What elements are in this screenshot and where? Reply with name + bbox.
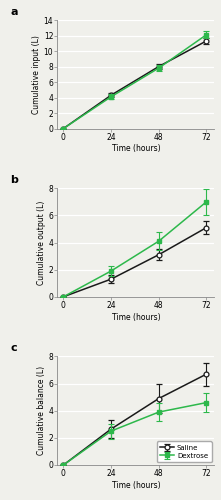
X-axis label: Time (hours): Time (hours) xyxy=(112,144,160,154)
Y-axis label: Cumulative balance (L): Cumulative balance (L) xyxy=(37,366,46,456)
Y-axis label: Cumulative input (L): Cumulative input (L) xyxy=(32,35,41,114)
X-axis label: Time (hours): Time (hours) xyxy=(112,312,160,322)
Text: c: c xyxy=(10,343,17,353)
Y-axis label: Cumulative output (L): Cumulative output (L) xyxy=(37,200,46,284)
X-axis label: Time (hours): Time (hours) xyxy=(112,481,160,490)
Text: a: a xyxy=(10,6,18,16)
Text: b: b xyxy=(10,175,18,185)
Legend: Saline, Dextrose: Saline, Dextrose xyxy=(157,441,211,462)
